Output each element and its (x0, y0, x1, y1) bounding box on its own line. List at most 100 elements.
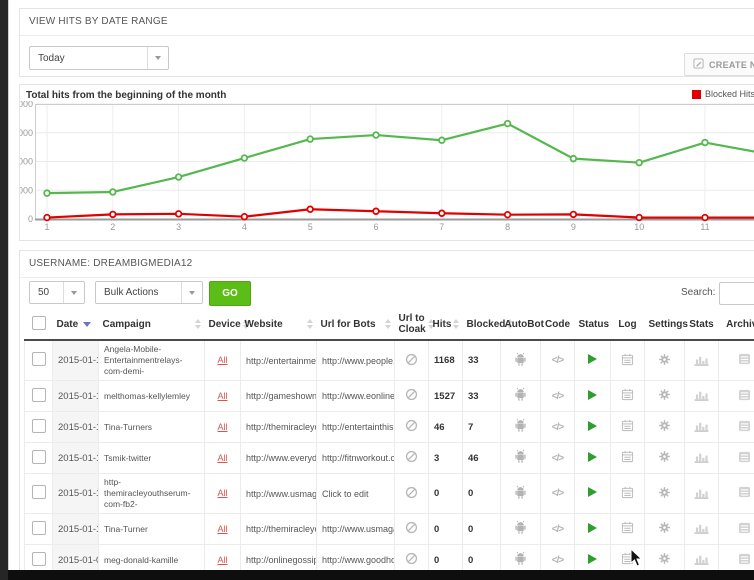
settings-gear-icon[interactable] (644, 411, 685, 444)
cloak-icon[interactable] (394, 442, 429, 475)
autobot-android-icon[interactable] (500, 339, 541, 382)
row-checkbox[interactable] (31, 418, 46, 433)
settings-gear-icon[interactable] (644, 442, 685, 475)
device-link[interactable]: All (217, 554, 228, 565)
archive-box-icon[interactable] (718, 513, 754, 546)
stats-chart-icon[interactable] (684, 513, 719, 546)
search-input[interactable] (719, 282, 754, 305)
log-calendar-icon[interactable] (610, 411, 645, 444)
go-button[interactable]: GO (209, 281, 251, 306)
autobot-android-icon[interactable] (500, 380, 541, 413)
autobot-android-icon[interactable] (500, 473, 541, 515)
code-icon[interactable]: </> (540, 380, 575, 413)
cloak-icon[interactable] (394, 513, 429, 546)
col-header-status: Status (574, 309, 611, 341)
col-header-date[interactable]: Date (52, 309, 99, 341)
row-checkbox[interactable] (31, 387, 46, 402)
code-icon[interactable]: </> (540, 473, 575, 515)
sort-icon (453, 319, 460, 329)
url-for-bots-cell[interactable]: Click to edit (316, 473, 395, 515)
device-link[interactable]: All (217, 523, 228, 534)
status-play-icon[interactable] (574, 380, 611, 413)
svg-text:0: 0 (28, 214, 33, 224)
log-calendar-icon[interactable] (610, 513, 645, 546)
log-calendar-icon[interactable] (610, 380, 645, 413)
select-all-checkbox[interactable] (31, 315, 46, 330)
archive-box-icon[interactable] (718, 339, 754, 382)
device-link[interactable]: All (217, 452, 228, 463)
row-checkbox-cell (24, 473, 53, 515)
cloak-icon[interactable] (394, 339, 429, 382)
code-icon[interactable]: </> (540, 513, 575, 546)
hits-cell: 1168 (428, 339, 463, 382)
url-for-bots-cell: http://www.usmagazine.c… (316, 513, 395, 546)
stats-chart-icon[interactable] (684, 339, 719, 382)
autobot-android-icon[interactable] (500, 442, 541, 475)
page-size-select[interactable]: 50 (29, 281, 85, 304)
row-checkbox[interactable] (31, 551, 46, 566)
create-new-campaign-button[interactable]: CREATE NEW CAMPAIGN (684, 53, 754, 76)
col-header-website[interactable]: Website (240, 309, 317, 341)
mouse-cursor (630, 547, 644, 573)
log-calendar-icon[interactable] (610, 339, 645, 382)
col-header-device[interactable]: Device (204, 309, 249, 341)
chart-title: Total hits from the beginning of the mon… (26, 90, 227, 101)
device-link[interactable]: All (217, 421, 228, 432)
col-header-url-for-bots[interactable]: Url for Bots (316, 309, 395, 341)
archive-box-icon[interactable] (718, 442, 754, 475)
stats-chart-icon[interactable] (684, 380, 719, 413)
chevron-down-icon (147, 47, 168, 69)
device-link[interactable]: All (217, 488, 228, 499)
campaign-table-body: 2015-01-12Angela-Mobile-Entertainmentrel… (24, 339, 754, 577)
table-row: 2015-01-11Tsmik-twitter All http://www.eve… (24, 442, 754, 475)
log-calendar-icon[interactable] (610, 442, 645, 475)
device-link[interactable]: All (217, 390, 228, 401)
code-icon[interactable]: </> (540, 442, 575, 475)
date-cell: 2015-01-11 (52, 473, 99, 515)
archive-box-icon[interactable] (718, 380, 754, 413)
cloak-icon[interactable] (394, 380, 429, 413)
settings-gear-icon[interactable] (644, 513, 685, 546)
row-checkbox[interactable] (31, 352, 46, 367)
table-row: 2015-01-11Tina-Turners All http://themirac… (24, 411, 754, 444)
device-cell: All (204, 339, 241, 382)
chevron-down-icon (63, 282, 84, 303)
code-icon[interactable]: </> (540, 339, 575, 382)
log-calendar-icon[interactable] (610, 473, 645, 515)
row-checkbox[interactable] (31, 520, 46, 535)
archive-box-icon[interactable] (718, 473, 754, 515)
col-header-blocked[interactable]: Blocked (462, 309, 514, 341)
settings-gear-icon[interactable] (644, 473, 685, 515)
row-checkbox[interactable] (31, 449, 46, 464)
col-header-stats: Stats (684, 309, 719, 341)
status-play-icon[interactable] (574, 513, 611, 546)
cloak-icon[interactable] (394, 411, 429, 444)
device-cell: All (204, 513, 241, 546)
col-header-campaign[interactable]: Campaign (98, 309, 205, 341)
svg-text:200000: 200000 (20, 101, 33, 109)
status-play-icon[interactable] (574, 411, 611, 444)
bulk-actions-select[interactable]: Bulk Actions (95, 281, 203, 304)
autobot-android-icon[interactable] (500, 513, 541, 546)
code-icon[interactable]: </> (540, 411, 575, 444)
settings-gear-icon[interactable] (644, 339, 685, 382)
status-play-icon[interactable] (574, 473, 611, 515)
date-range-select[interactable]: Today (29, 46, 169, 70)
bottom-window-bar (8, 570, 754, 580)
stats-chart-icon[interactable] (684, 473, 719, 515)
row-checkbox-cell (24, 380, 53, 413)
stats-chart-icon[interactable] (684, 442, 719, 475)
row-checkbox[interactable] (31, 485, 46, 500)
blocked-cell: 7 (462, 411, 501, 444)
col-header-hits[interactable]: Hits (428, 309, 463, 341)
autobot-android-icon[interactable] (500, 411, 541, 444)
col-header-settings: Settings (644, 309, 688, 341)
device-link[interactable]: All (217, 355, 228, 366)
cloak-icon[interactable] (394, 473, 429, 515)
status-play-icon[interactable] (574, 442, 611, 475)
col-header-url-to-cloak[interactable]: Url to Cloak (394, 309, 434, 341)
archive-box-icon[interactable] (718, 411, 754, 444)
settings-gear-icon[interactable] (644, 380, 685, 413)
stats-chart-icon[interactable] (684, 411, 719, 444)
status-play-icon[interactable] (574, 339, 611, 382)
